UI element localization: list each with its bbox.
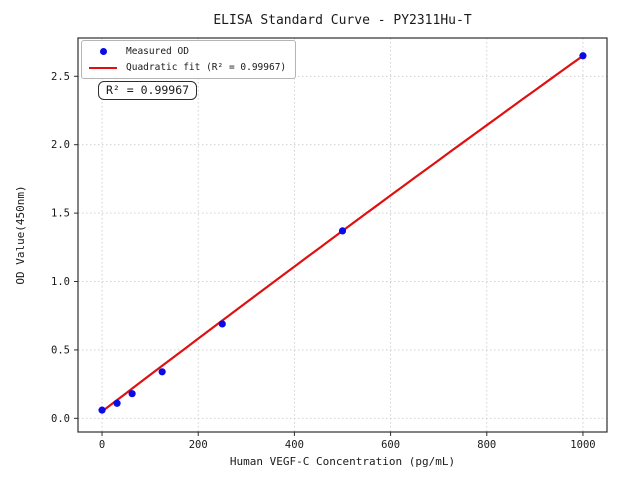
r-squared-annotation: R² = 0.99967 — [98, 81, 198, 100]
data-point — [113, 399, 121, 407]
legend: Measured OD Quadratic fit (R² = 0.99967) — [81, 40, 297, 79]
plot-border — [77, 37, 608, 433]
y-tick-label: 0.5 — [51, 344, 70, 356]
scatter-marker-icon — [99, 48, 107, 55]
y-tick-label: 2.5 — [51, 71, 70, 83]
legend-item-quadratic-fit: Quadratic fit (R² = 0.99967) — [89, 62, 286, 73]
x-tick-label: 200 — [189, 439, 208, 451]
y-axis-label: OD Value(450nm) — [14, 185, 27, 284]
y-tick-label: 0.0 — [51, 413, 70, 425]
x-tick-label: 1000 — [570, 439, 595, 451]
x-tick-label: 0 — [99, 439, 105, 451]
data-point — [579, 52, 587, 60]
x-tick-label: 600 — [381, 439, 400, 451]
y-tick-label: 2.0 — [51, 139, 70, 151]
data-point — [338, 227, 347, 235]
data-point — [128, 390, 136, 398]
legend-handle — [89, 48, 117, 55]
legend-handle — [89, 66, 117, 69]
y-tick-label: 1.5 — [51, 208, 70, 220]
x-tick-label: 800 — [477, 439, 496, 451]
data-point — [98, 406, 106, 414]
legend-label-measured-od: Measured OD — [126, 46, 189, 57]
x-axis-label: Human VEGF-C Concentration (pg/mL) — [230, 455, 455, 468]
chart-title: ELISA Standard Curve - PY2311Hu-T — [213, 13, 472, 28]
data-point — [158, 368, 166, 376]
data-point — [218, 320, 226, 328]
legend-item-measured-od: Measured OD — [89, 46, 286, 57]
legend-label-quadratic-fit: Quadratic fit (R² = 0.99967) — [126, 62, 287, 73]
x-tick-label: 400 — [285, 439, 304, 451]
line-marker-icon — [89, 66, 117, 69]
y-tick-label: 1.0 — [51, 276, 70, 288]
